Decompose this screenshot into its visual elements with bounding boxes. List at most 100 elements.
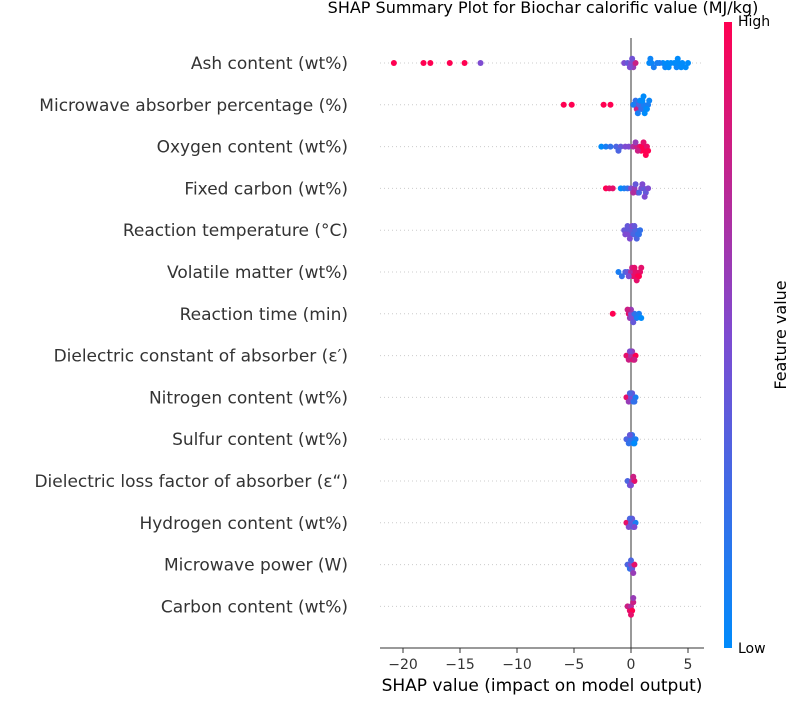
shap-point (624, 306, 631, 313)
colorbar-title: Feature value (771, 280, 790, 389)
shap-point (626, 390, 633, 397)
shap-point (626, 235, 633, 242)
shap-point (632, 139, 639, 146)
feature-label: Nitrogen content (wt%) (149, 388, 348, 408)
x-axis-ticks: −20 −15 −10 −5 0 5 (388, 648, 692, 673)
x-axis-title: SHAP value (impact on model output) (382, 676, 703, 696)
shap-point (643, 106, 650, 112)
shap-point (390, 60, 397, 66)
feature-label: Volatile matter (wt%) (167, 263, 348, 283)
shap-point (625, 143, 632, 150)
feature-label: Microwave power (W) (164, 556, 348, 576)
x-tick-label: −5 (564, 657, 585, 673)
x-tick-label: −20 (388, 657, 418, 673)
shap-point (626, 348, 633, 355)
shap-point (678, 64, 685, 71)
shap-point (625, 273, 632, 280)
shap-point (635, 189, 642, 196)
shap-point (615, 147, 622, 154)
shap-point (640, 139, 647, 146)
shap-point (635, 273, 642, 280)
shap-point (461, 60, 468, 66)
shap-point (630, 473, 637, 480)
shap-point (600, 101, 607, 108)
shap-point (560, 101, 567, 108)
shap-point (646, 97, 653, 104)
colorbar-low-label: Low (738, 641, 766, 657)
shap-point (632, 181, 639, 188)
feature-label: Fixed carbon (wt%) (184, 179, 348, 199)
shap-point (630, 595, 637, 601)
shap-point (631, 264, 638, 271)
shap-point (626, 64, 633, 71)
shap-point (638, 315, 645, 321)
shap-point (622, 231, 629, 238)
shap-point (626, 515, 633, 522)
shap-point (631, 561, 638, 568)
shap-point (631, 356, 638, 363)
x-tick-label: 0 (627, 657, 636, 673)
chart-title: SHAP Summary Plot for Biochar calorific … (328, 0, 759, 17)
shap-point (630, 570, 637, 576)
shap-point (630, 189, 637, 196)
shap-point (624, 223, 631, 229)
shap-point (634, 110, 641, 117)
feature-label: Dielectric constant of absorber (ε′) (54, 347, 348, 367)
shap-point (628, 557, 634, 564)
feature-label: Ash content (wt%) (191, 54, 348, 74)
shap-point (420, 60, 427, 66)
feature-label: Reaction time (min) (180, 305, 348, 325)
shap-point (628, 482, 634, 489)
shap-point (615, 269, 622, 275)
shap-point (647, 55, 654, 62)
shap-point (630, 599, 637, 606)
colorbar (724, 22, 732, 648)
shap-point (630, 319, 637, 326)
feature-label: Oxygen content (wt%) (157, 138, 348, 158)
shap-point (685, 60, 691, 66)
feature-label: Reaction temperature (°C) (123, 221, 348, 241)
shap-point (638, 264, 645, 271)
shap-point (598, 143, 605, 150)
feature-rows: Ash content (wt%) Microwave absorber perc… (34, 54, 704, 617)
shap-point (618, 273, 625, 280)
shap-point (665, 64, 672, 71)
shap-point (634, 147, 641, 154)
colorbar-high-label: High (738, 14, 770, 30)
shap-point (607, 143, 614, 150)
feature-label: Hydrogen content (wt%) (139, 514, 348, 534)
shap-point (631, 398, 638, 405)
shap-point (568, 101, 575, 108)
data-points (390, 55, 691, 618)
shap-point (641, 193, 648, 200)
shap-point (477, 60, 484, 66)
shap-point (602, 143, 609, 150)
shap-point (674, 55, 681, 62)
feature-label: Carbon content (wt%) (161, 597, 348, 617)
shap-point (650, 64, 657, 71)
shap-point (632, 60, 639, 66)
shap-point (626, 432, 633, 438)
shap-point (645, 147, 652, 154)
shap-point (630, 101, 637, 108)
shap-point (609, 310, 616, 317)
shap-point (629, 55, 636, 62)
x-tick-label: 5 (684, 657, 693, 673)
shap-point (656, 60, 663, 66)
shap-point (640, 93, 647, 100)
x-tick-label: −10 (502, 657, 532, 673)
shap-point (639, 181, 646, 188)
shap-point (446, 60, 453, 66)
shap-point (628, 611, 634, 618)
shap-point (631, 524, 638, 530)
feature-label: Sulfur content (wt%) (172, 430, 348, 450)
x-tick-label: −15 (445, 657, 475, 673)
shap-point (631, 223, 638, 229)
feature-label: Microwave absorber percentage (%) (39, 96, 348, 116)
shap-point (427, 60, 434, 66)
feature-label: Dielectric loss factor of absorber (ε“) (34, 472, 348, 492)
shap-point (645, 185, 652, 192)
shap-point (607, 101, 614, 108)
shap-point (631, 440, 638, 447)
